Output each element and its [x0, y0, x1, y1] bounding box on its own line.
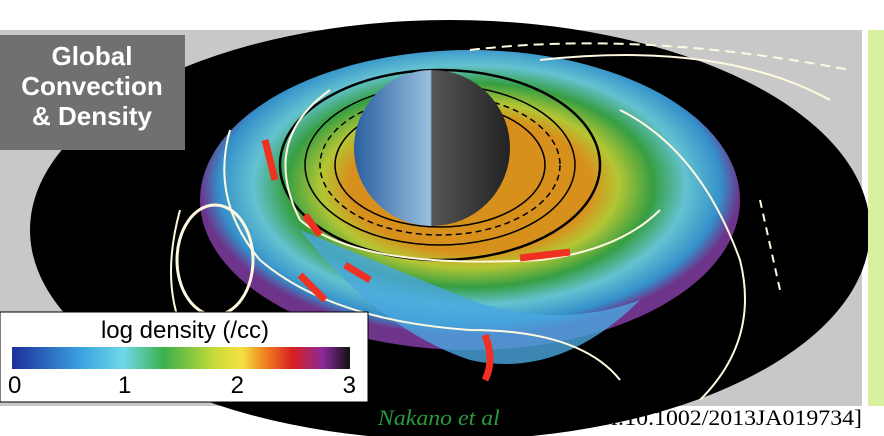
title-line: Global — [52, 41, 133, 71]
colorbar-label: log density (/cc) — [101, 317, 269, 344]
colorbar-tick-label: 0 — [8, 372, 21, 399]
citation: [Nakano et al (2014b) doi:10.1002/2013JA… — [370, 405, 862, 430]
colorbar-tick-label: 3 — [343, 372, 356, 399]
citation-bracket: [ — [370, 405, 378, 430]
colorbar-tick-label: 2 — [231, 372, 244, 399]
colorbar-tick-label: 1 — [118, 372, 131, 399]
side-panel — [868, 30, 884, 406]
earth — [354, 70, 510, 226]
colorbar — [12, 347, 350, 369]
title-line: & Density — [32, 101, 152, 131]
title-line: Convection — [21, 71, 163, 101]
figure: Global Convection & Density log density … — [0, 0, 884, 436]
citation-authors: Nakano et al — [377, 405, 500, 430]
citation-rest: (2014b) doi:10.1002/2013JA019734] — [500, 405, 862, 430]
